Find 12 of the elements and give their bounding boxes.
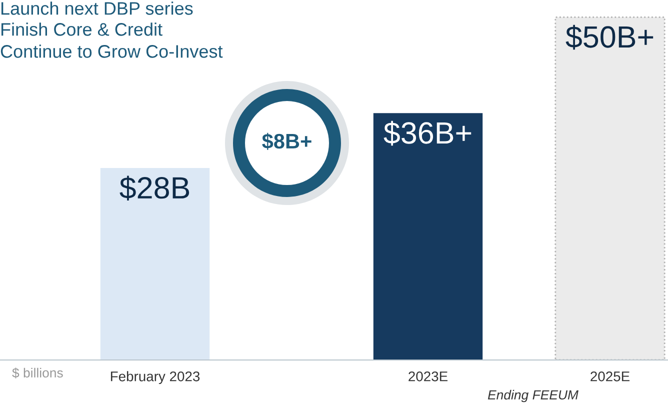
annotation: Finish Core & Credit [1,22,162,36]
data-label: $50B+ [566,24,654,50]
data-label: $36B+ [384,120,472,146]
text: $ billions [12,368,63,378]
data-label: $28B [120,176,190,200]
text: Launch next DBP series [1,2,193,15]
x-tick-label: 2023E [408,371,448,382]
annotation: $8B+ [262,132,312,150]
text: Ending FEEUM [488,390,578,402]
annotation: Continue to Grow Co-Invest [0,44,223,58]
x-tick-label: February 2023 [110,371,200,384]
x-tick-label: 2025E [590,371,630,382]
